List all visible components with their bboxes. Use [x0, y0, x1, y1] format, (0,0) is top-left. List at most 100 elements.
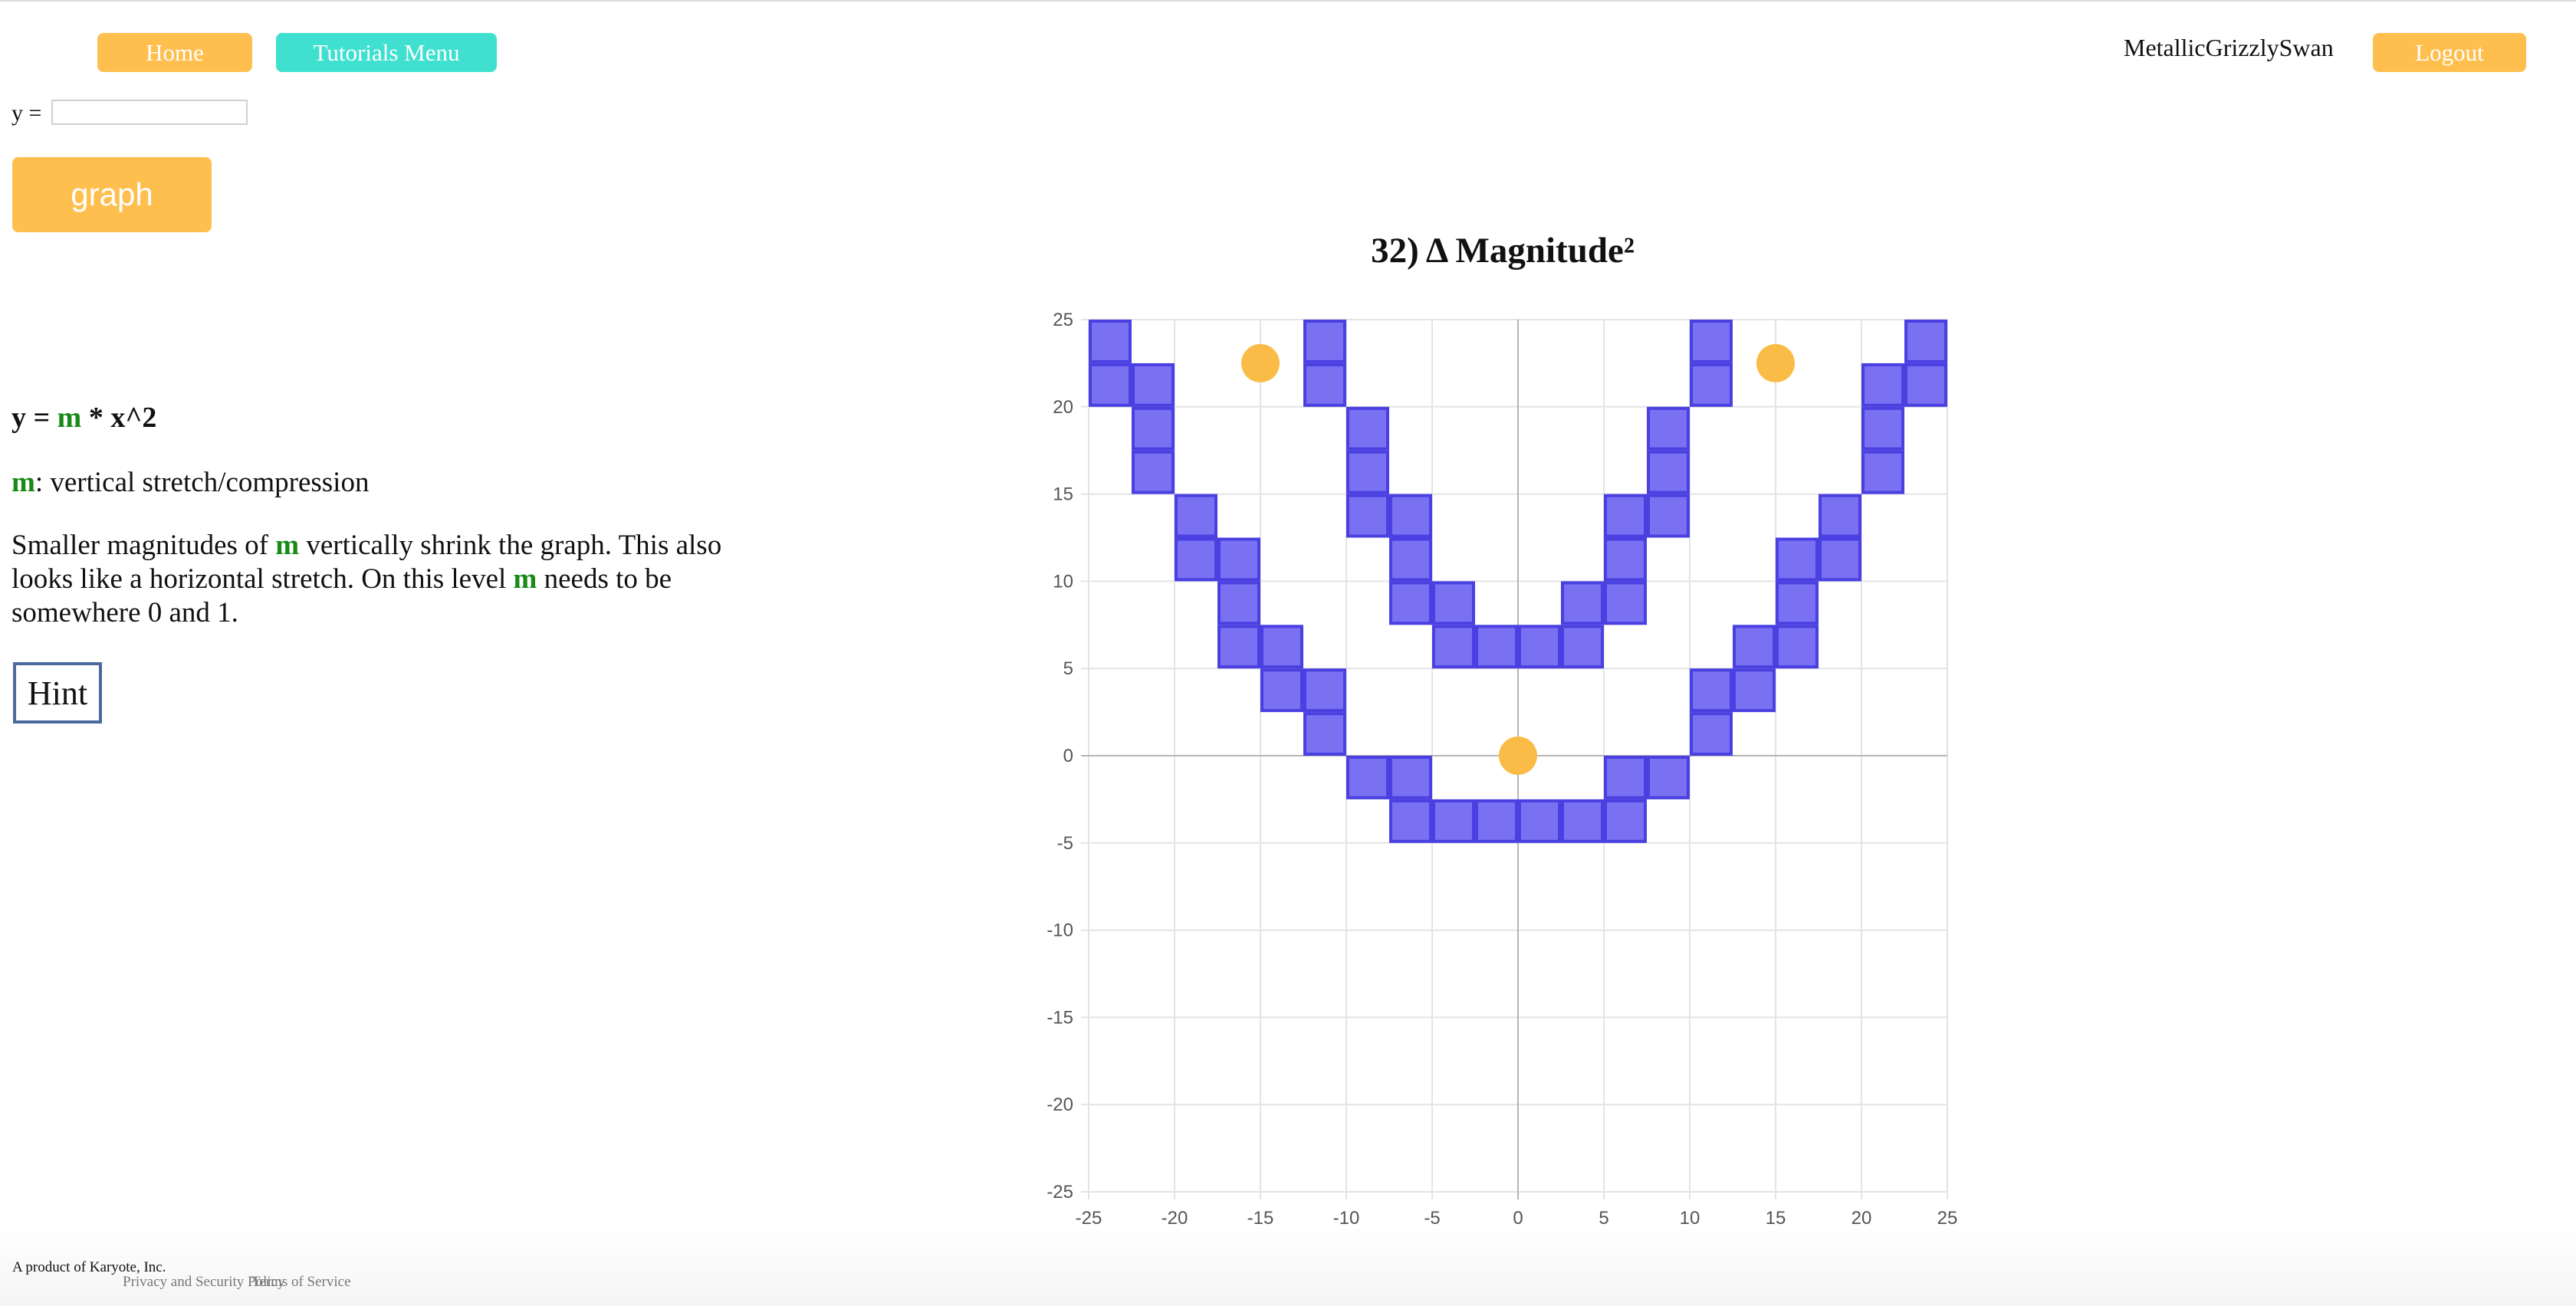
wall-block	[1776, 537, 1819, 582]
x-tick-label: 25	[1937, 1208, 1958, 1229]
tick-labels: -25 -20 -15 -10 -5 0 5 10 15 20 25 25 20 15 10 5 0 -5 -10 -…	[1046, 310, 1957, 1229]
wall-block	[1518, 625, 1561, 669]
wall-block	[1175, 537, 1217, 582]
wall-block	[1217, 625, 1260, 669]
wall-block	[1303, 363, 1346, 407]
x-tick-label: 0	[1513, 1208, 1523, 1229]
parameter-description: m: vertical stretch/compression	[12, 466, 369, 499]
wall-block	[1389, 494, 1432, 538]
wall-block	[1389, 537, 1432, 582]
wall-block	[1389, 581, 1432, 625]
wall-block	[1647, 756, 1690, 799]
wall-block	[1690, 712, 1733, 756]
username-label: MetallicGrizzlySwan	[2124, 34, 2334, 61]
y-tick-label: -5	[1057, 833, 1073, 854]
wall-block	[1132, 406, 1175, 451]
target-point	[1756, 343, 1795, 382]
wall-block	[1089, 320, 1132, 363]
x-tick-label: 20	[1852, 1208, 1872, 1229]
equation-input[interactable]	[51, 100, 248, 125]
wall-block	[1432, 625, 1475, 669]
wall-block	[1604, 799, 1647, 843]
wall-block	[1604, 494, 1647, 538]
x-tick-label: -15	[1247, 1208, 1274, 1229]
wall-block	[1647, 494, 1690, 538]
y-tick-label: 20	[1053, 397, 1073, 418]
equation-label: y =	[12, 100, 42, 126]
wall-block	[1604, 537, 1647, 582]
targets	[1241, 343, 1795, 775]
y-tick-label: -10	[1046, 920, 1073, 941]
y-tick-label: -15	[1046, 1007, 1073, 1028]
wall-block	[1604, 581, 1647, 625]
wall-block	[1132, 363, 1175, 407]
wall-block	[1432, 581, 1475, 625]
wall-block	[1346, 450, 1389, 494]
hint-button[interactable]: Hint	[13, 662, 102, 724]
y-tick-label: -20	[1046, 1094, 1073, 1115]
x-tick-label: -20	[1162, 1208, 1188, 1229]
chart-title: 32) Δ Magnitude²	[1371, 231, 1635, 271]
desc-text-1: Smaller magnitudes of	[12, 530, 276, 561]
wall-block	[1303, 712, 1346, 756]
wall-block	[1861, 363, 1904, 407]
wall-blocks	[1089, 320, 1947, 843]
target-point	[1241, 343, 1280, 382]
wall-block	[1904, 363, 1947, 407]
wall-block	[1776, 581, 1819, 625]
desc-text-3: needs to be somewhere 0 and 1.	[12, 563, 672, 628]
wall-block	[1518, 799, 1561, 843]
tutorials-menu-button[interactable]: Tutorials Menu	[276, 33, 497, 72]
wall-block	[1089, 363, 1132, 407]
formula: y = m * x^2	[12, 401, 156, 435]
wall-block	[1475, 799, 1518, 843]
wall-block	[1647, 406, 1690, 451]
wall-block	[1819, 494, 1861, 538]
param-name: m	[12, 467, 35, 498]
wall-block	[1217, 537, 1260, 582]
wall-block	[1346, 494, 1389, 538]
wall-block	[1733, 625, 1776, 669]
home-button[interactable]: Home	[97, 33, 252, 72]
x-tick-label: 15	[1766, 1208, 1786, 1229]
wall-block	[1260, 668, 1303, 713]
wall-block	[1861, 406, 1904, 451]
wall-block	[1303, 320, 1346, 363]
formula-param: m	[57, 402, 82, 434]
privacy-link[interactable]: Privacy and Security Policy	[123, 1274, 285, 1290]
wall-block	[1561, 625, 1604, 669]
wall-block	[1303, 668, 1346, 713]
desc-text-2: vertically shrink the graph. This also l…	[12, 530, 722, 595]
y-tick-label: 25	[1053, 310, 1073, 330]
x-tick-label: -5	[1424, 1208, 1440, 1229]
graph-button[interactable]: graph	[12, 157, 212, 232]
x-tick-label: -10	[1333, 1208, 1360, 1229]
formula-suffix: * x^2	[81, 402, 157, 434]
target-point	[1499, 737, 1537, 775]
param-desc: : vertical stretch/compression	[34, 467, 370, 498]
y-tick-label: 15	[1053, 484, 1073, 505]
wall-block	[1690, 320, 1733, 363]
formula-prefix: y =	[12, 402, 58, 434]
graph-chart[interactable]: -25 -20 -15 -10 -5 0 5 10 15 20 25 25 20 15 10 5 0 -5 -10 -…	[1004, 299, 1963, 1242]
wall-block	[1604, 756, 1647, 799]
wall-block	[1690, 668, 1733, 713]
wall-block	[1175, 494, 1217, 538]
wall-block	[1389, 756, 1432, 799]
wall-block	[1346, 756, 1389, 799]
wall-block	[1346, 406, 1389, 451]
wall-block	[1733, 668, 1776, 713]
logout-button[interactable]: Logout	[2373, 33, 2526, 72]
desc-param-2: m	[513, 563, 537, 595]
terms-link[interactable]: Terms of Service	[251, 1274, 351, 1290]
y-tick-label: 10	[1053, 571, 1073, 592]
lesson-description: Smaller magnitudes of m vertically shrin…	[12, 529, 740, 630]
footer-background	[0, 1226, 2576, 1306]
wall-block	[1561, 581, 1604, 625]
wall-block	[1904, 320, 1947, 363]
wall-block	[1690, 363, 1733, 407]
x-tick-label: 5	[1598, 1208, 1608, 1229]
wall-block	[1819, 537, 1861, 582]
wall-block	[1861, 450, 1904, 494]
wall-block	[1647, 450, 1690, 494]
